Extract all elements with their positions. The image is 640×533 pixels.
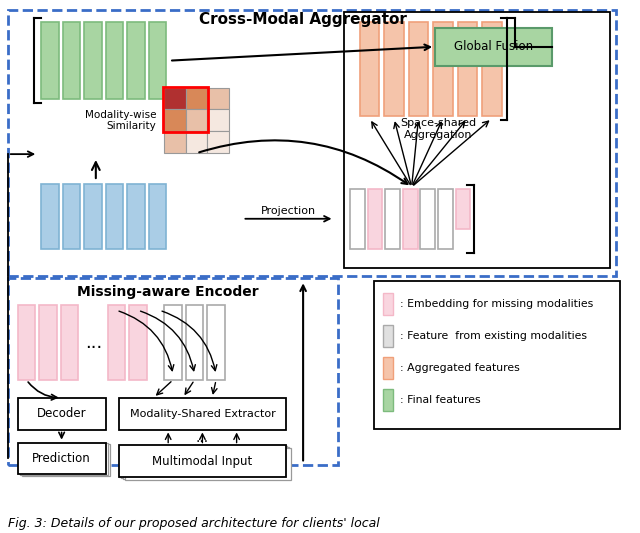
- FancyBboxPatch shape: [17, 398, 106, 430]
- Text: : Embedding for missing modalities: : Embedding for missing modalities: [400, 300, 593, 309]
- FancyBboxPatch shape: [61, 305, 78, 380]
- Text: Decoder: Decoder: [36, 407, 86, 420]
- FancyBboxPatch shape: [409, 22, 428, 116]
- FancyBboxPatch shape: [186, 305, 204, 380]
- FancyBboxPatch shape: [22, 445, 109, 477]
- FancyBboxPatch shape: [164, 109, 186, 131]
- FancyBboxPatch shape: [129, 305, 147, 380]
- FancyBboxPatch shape: [367, 189, 382, 248]
- FancyBboxPatch shape: [84, 184, 102, 248]
- FancyBboxPatch shape: [41, 184, 59, 248]
- FancyBboxPatch shape: [20, 443, 108, 475]
- FancyBboxPatch shape: [207, 87, 228, 109]
- FancyBboxPatch shape: [186, 109, 207, 131]
- FancyBboxPatch shape: [41, 22, 59, 100]
- FancyBboxPatch shape: [8, 10, 616, 277]
- FancyBboxPatch shape: [438, 189, 452, 248]
- FancyBboxPatch shape: [383, 357, 393, 379]
- FancyBboxPatch shape: [127, 22, 145, 100]
- FancyBboxPatch shape: [456, 189, 470, 229]
- FancyBboxPatch shape: [458, 22, 477, 116]
- FancyBboxPatch shape: [119, 398, 285, 430]
- FancyBboxPatch shape: [119, 446, 285, 478]
- FancyBboxPatch shape: [164, 305, 182, 380]
- FancyBboxPatch shape: [121, 447, 287, 478]
- FancyBboxPatch shape: [119, 446, 285, 478]
- FancyBboxPatch shape: [420, 189, 435, 248]
- FancyBboxPatch shape: [108, 305, 125, 380]
- FancyBboxPatch shape: [482, 22, 502, 116]
- FancyBboxPatch shape: [63, 22, 80, 100]
- FancyBboxPatch shape: [106, 184, 123, 248]
- FancyBboxPatch shape: [435, 28, 552, 66]
- FancyBboxPatch shape: [207, 131, 228, 153]
- FancyBboxPatch shape: [39, 305, 57, 380]
- FancyBboxPatch shape: [186, 131, 207, 153]
- FancyBboxPatch shape: [207, 109, 228, 131]
- Text: Cross-Modal Aggregator: Cross-Modal Aggregator: [199, 12, 407, 27]
- FancyBboxPatch shape: [383, 325, 393, 347]
- Text: Global Fusion: Global Fusion: [454, 40, 533, 53]
- FancyBboxPatch shape: [148, 22, 166, 100]
- FancyBboxPatch shape: [186, 87, 207, 109]
- Text: Space-shared
Aggregation: Space-shared Aggregation: [400, 118, 476, 140]
- FancyBboxPatch shape: [164, 87, 186, 109]
- FancyBboxPatch shape: [384, 22, 404, 116]
- Text: Fig. 3: Details of our proposed architecture for clients' local: Fig. 3: Details of our proposed architec…: [8, 517, 380, 530]
- Text: : Final features: : Final features: [400, 395, 481, 405]
- FancyBboxPatch shape: [17, 305, 35, 380]
- FancyBboxPatch shape: [383, 293, 393, 315]
- FancyBboxPatch shape: [8, 278, 339, 465]
- Text: : Aggregated features: : Aggregated features: [400, 363, 520, 373]
- Text: Multimodal Input: Multimodal Input: [152, 455, 253, 468]
- FancyBboxPatch shape: [360, 22, 380, 116]
- FancyBboxPatch shape: [125, 448, 291, 480]
- Text: : Feature  from existing modalities: : Feature from existing modalities: [400, 331, 587, 341]
- FancyBboxPatch shape: [344, 12, 610, 269]
- FancyBboxPatch shape: [350, 189, 365, 248]
- FancyBboxPatch shape: [374, 281, 620, 429]
- FancyBboxPatch shape: [63, 184, 80, 248]
- FancyBboxPatch shape: [123, 448, 289, 479]
- Text: Prediction: Prediction: [32, 452, 91, 465]
- Text: Modality-Shared Extractor: Modality-Shared Extractor: [129, 409, 275, 418]
- Text: Projection: Projection: [261, 206, 316, 216]
- FancyBboxPatch shape: [84, 22, 102, 100]
- Text: ...: ...: [85, 334, 102, 352]
- FancyBboxPatch shape: [403, 189, 417, 248]
- Text: Modality-wise
Similarity: Modality-wise Similarity: [85, 109, 156, 131]
- FancyBboxPatch shape: [17, 442, 106, 474]
- FancyBboxPatch shape: [385, 189, 400, 248]
- FancyBboxPatch shape: [148, 184, 166, 248]
- Text: Missing-aware Encoder: Missing-aware Encoder: [77, 285, 259, 300]
- FancyBboxPatch shape: [127, 184, 145, 248]
- FancyBboxPatch shape: [383, 389, 393, 411]
- Text: ...: ...: [196, 431, 209, 445]
- FancyBboxPatch shape: [164, 131, 186, 153]
- FancyBboxPatch shape: [207, 305, 225, 380]
- FancyBboxPatch shape: [433, 22, 452, 116]
- FancyBboxPatch shape: [106, 22, 123, 100]
